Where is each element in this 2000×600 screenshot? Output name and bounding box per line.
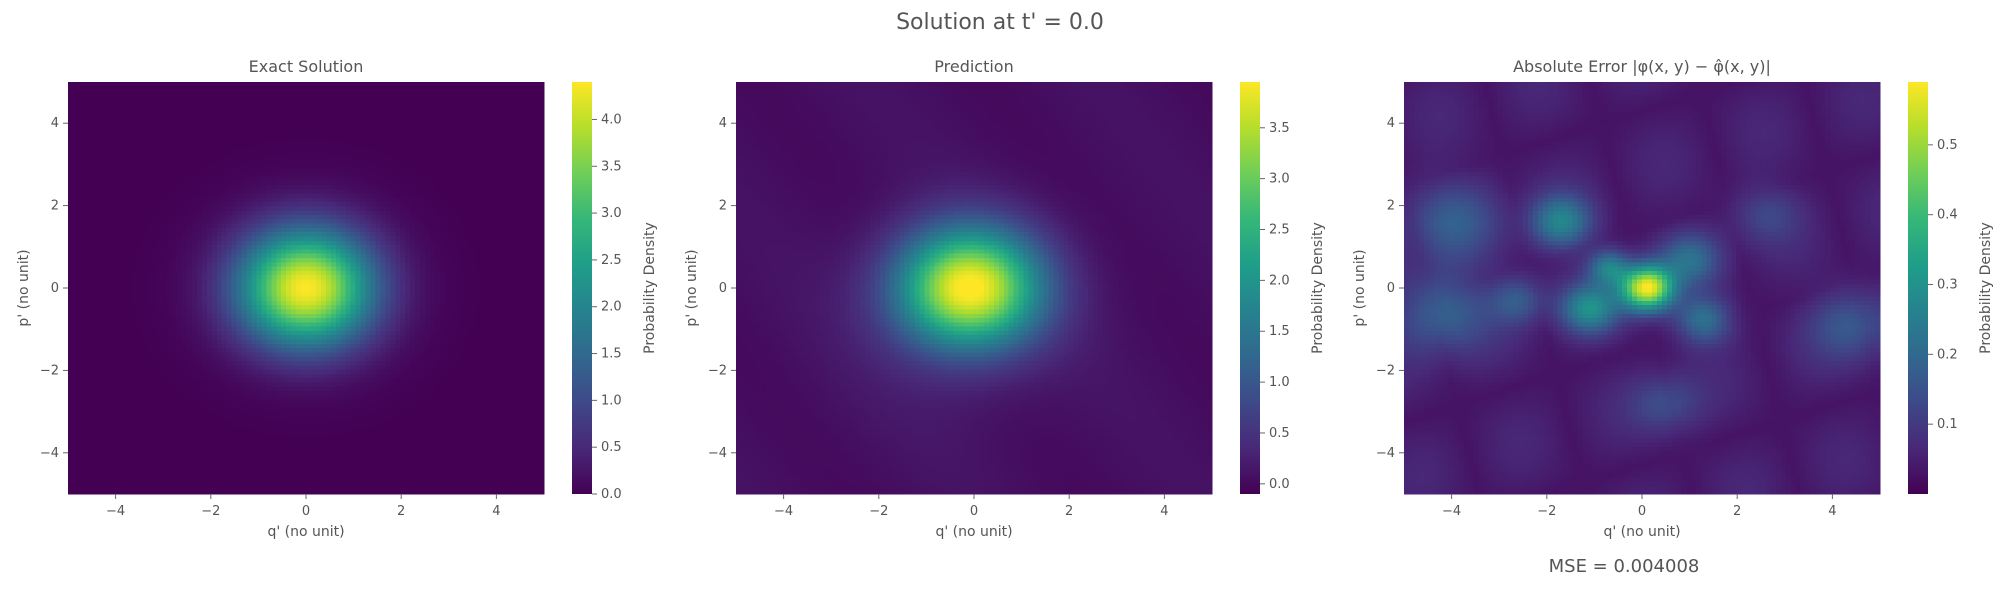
colorbar-tick-label: 2.5: [1269, 223, 1290, 238]
x-tick-label: −4: [106, 504, 125, 519]
x-axis-label: q' (no unit): [1603, 524, 1680, 540]
y-tick-label: −4: [40, 446, 59, 461]
colorbar-label: Probability Density: [642, 222, 658, 354]
colorbar-tick-label: 2.0: [1269, 273, 1290, 288]
colorbar-tick-label: 0.0: [1269, 477, 1290, 492]
y-tick-label: 2: [719, 199, 727, 214]
x-tick-label: −2: [1537, 504, 1556, 519]
colorbar-tick-label: 1.5: [601, 347, 622, 362]
colorbar-tick-label: 0.5: [1937, 138, 1958, 153]
x-tick-label: −4: [1442, 504, 1461, 519]
colorbar-label: Probability Density: [1310, 222, 1326, 354]
colorbar-tick-label: 3.5: [601, 159, 622, 174]
y-axis-label: p' (no unit): [16, 249, 32, 326]
panels: Exact Solution −4 −2 0 2 4 −4 −2 0 2 4 q' (no unit)…: [16, 57, 1994, 540]
colorbar: [1240, 82, 1260, 494]
y-tick-label: 2: [1387, 199, 1395, 214]
heatmap-panel-1: Exact Solution −4 −2 0 2 4 −4 −2 0 2 4 q' (no unit)…: [16, 57, 658, 540]
y-tick-label: 0: [51, 281, 59, 296]
colorbar-tick-label: 3.0: [1269, 172, 1290, 187]
colorbar-tick-label: 4.0: [601, 112, 622, 127]
heatmap-cells: [736, 82, 1213, 495]
heatmap-cells: [1404, 82, 1881, 495]
x-tick-label: 0: [970, 504, 978, 519]
x-tick-label: 2: [1065, 504, 1073, 519]
heatmap-cells: [68, 82, 545, 495]
colorbar: [1908, 82, 1928, 494]
x-axis-label: q' (no unit): [935, 524, 1012, 540]
y-tick-label: 0: [719, 281, 727, 296]
y-tick-label: −4: [708, 446, 727, 461]
colorbar-tick-label: 1.5: [1269, 324, 1290, 339]
colorbar-tick-label: 2.0: [601, 300, 622, 315]
x-tick-label: 0: [302, 504, 310, 519]
colorbar: [572, 82, 592, 494]
y-axis-label: p' (no unit): [1352, 249, 1368, 326]
colorbar-label: Probability Density: [1978, 222, 1994, 354]
y-tick-label: −4: [1376, 446, 1395, 461]
colorbar-tick-label: 0.4: [1937, 208, 1958, 223]
y-tick-label: −2: [1376, 363, 1395, 378]
x-tick-label: 2: [1733, 504, 1741, 519]
x-tick-label: 4: [1160, 504, 1168, 519]
x-tick-label: 0: [1638, 504, 1646, 519]
colorbar-tick-label: 0.5: [1269, 426, 1290, 441]
panel-title: Prediction: [934, 57, 1013, 76]
panel-title: Absolute Error |φ(x, y) − φ̂(x, y)|: [1513, 57, 1771, 76]
colorbar-tick-label: 3.5: [1269, 121, 1290, 136]
colorbar-tick-label: 0.1: [1937, 417, 1958, 432]
y-tick-label: 2: [51, 199, 59, 214]
figure-suptitle: Solution at t' = 0.0: [896, 10, 1104, 35]
y-tick-label: −2: [40, 363, 59, 378]
x-tick-label: 2: [397, 504, 405, 519]
y-axis-label: p' (no unit): [684, 249, 700, 326]
colorbar-tick-label: 1.0: [1269, 375, 1290, 390]
colorbar-tick-label: 2.5: [601, 253, 622, 268]
y-tick-label: 4: [1387, 116, 1395, 131]
heatmap-panel-3: Absolute Error |φ(x, y) − φ̂(x, y)| −4 −2 0…: [1352, 57, 1994, 540]
x-tick-label: −4: [774, 504, 793, 519]
x-tick-label: −2: [201, 504, 220, 519]
y-tick-label: −2: [708, 363, 727, 378]
x-tick-label: 4: [492, 504, 500, 519]
colorbar-tick-label: 0.2: [1937, 347, 1958, 362]
y-tick-label: 0: [1387, 281, 1395, 296]
heatmap-panel-2: Prediction −4 −2 0 2 4 −4 −2 0 2 4 q' (no unit) p' (…: [684, 57, 1326, 540]
colorbar-tick-label: 0.0: [601, 487, 622, 502]
colorbar-tick-label: 3.0: [601, 206, 622, 221]
colorbar-tick-label: 0.3: [1937, 278, 1958, 293]
y-tick-label: 4: [719, 116, 727, 131]
colorbar-tick-label: 1.0: [601, 393, 622, 408]
colorbar-tick-label: 0.5: [601, 440, 622, 455]
x-tick-label: −2: [869, 504, 888, 519]
panel-title: Exact Solution: [249, 57, 364, 76]
x-axis-label: q' (no unit): [267, 524, 344, 540]
x-tick-label: 4: [1828, 504, 1836, 519]
mse-note: MSE = 0.004008: [1549, 556, 1700, 577]
y-tick-label: 4: [51, 116, 59, 131]
